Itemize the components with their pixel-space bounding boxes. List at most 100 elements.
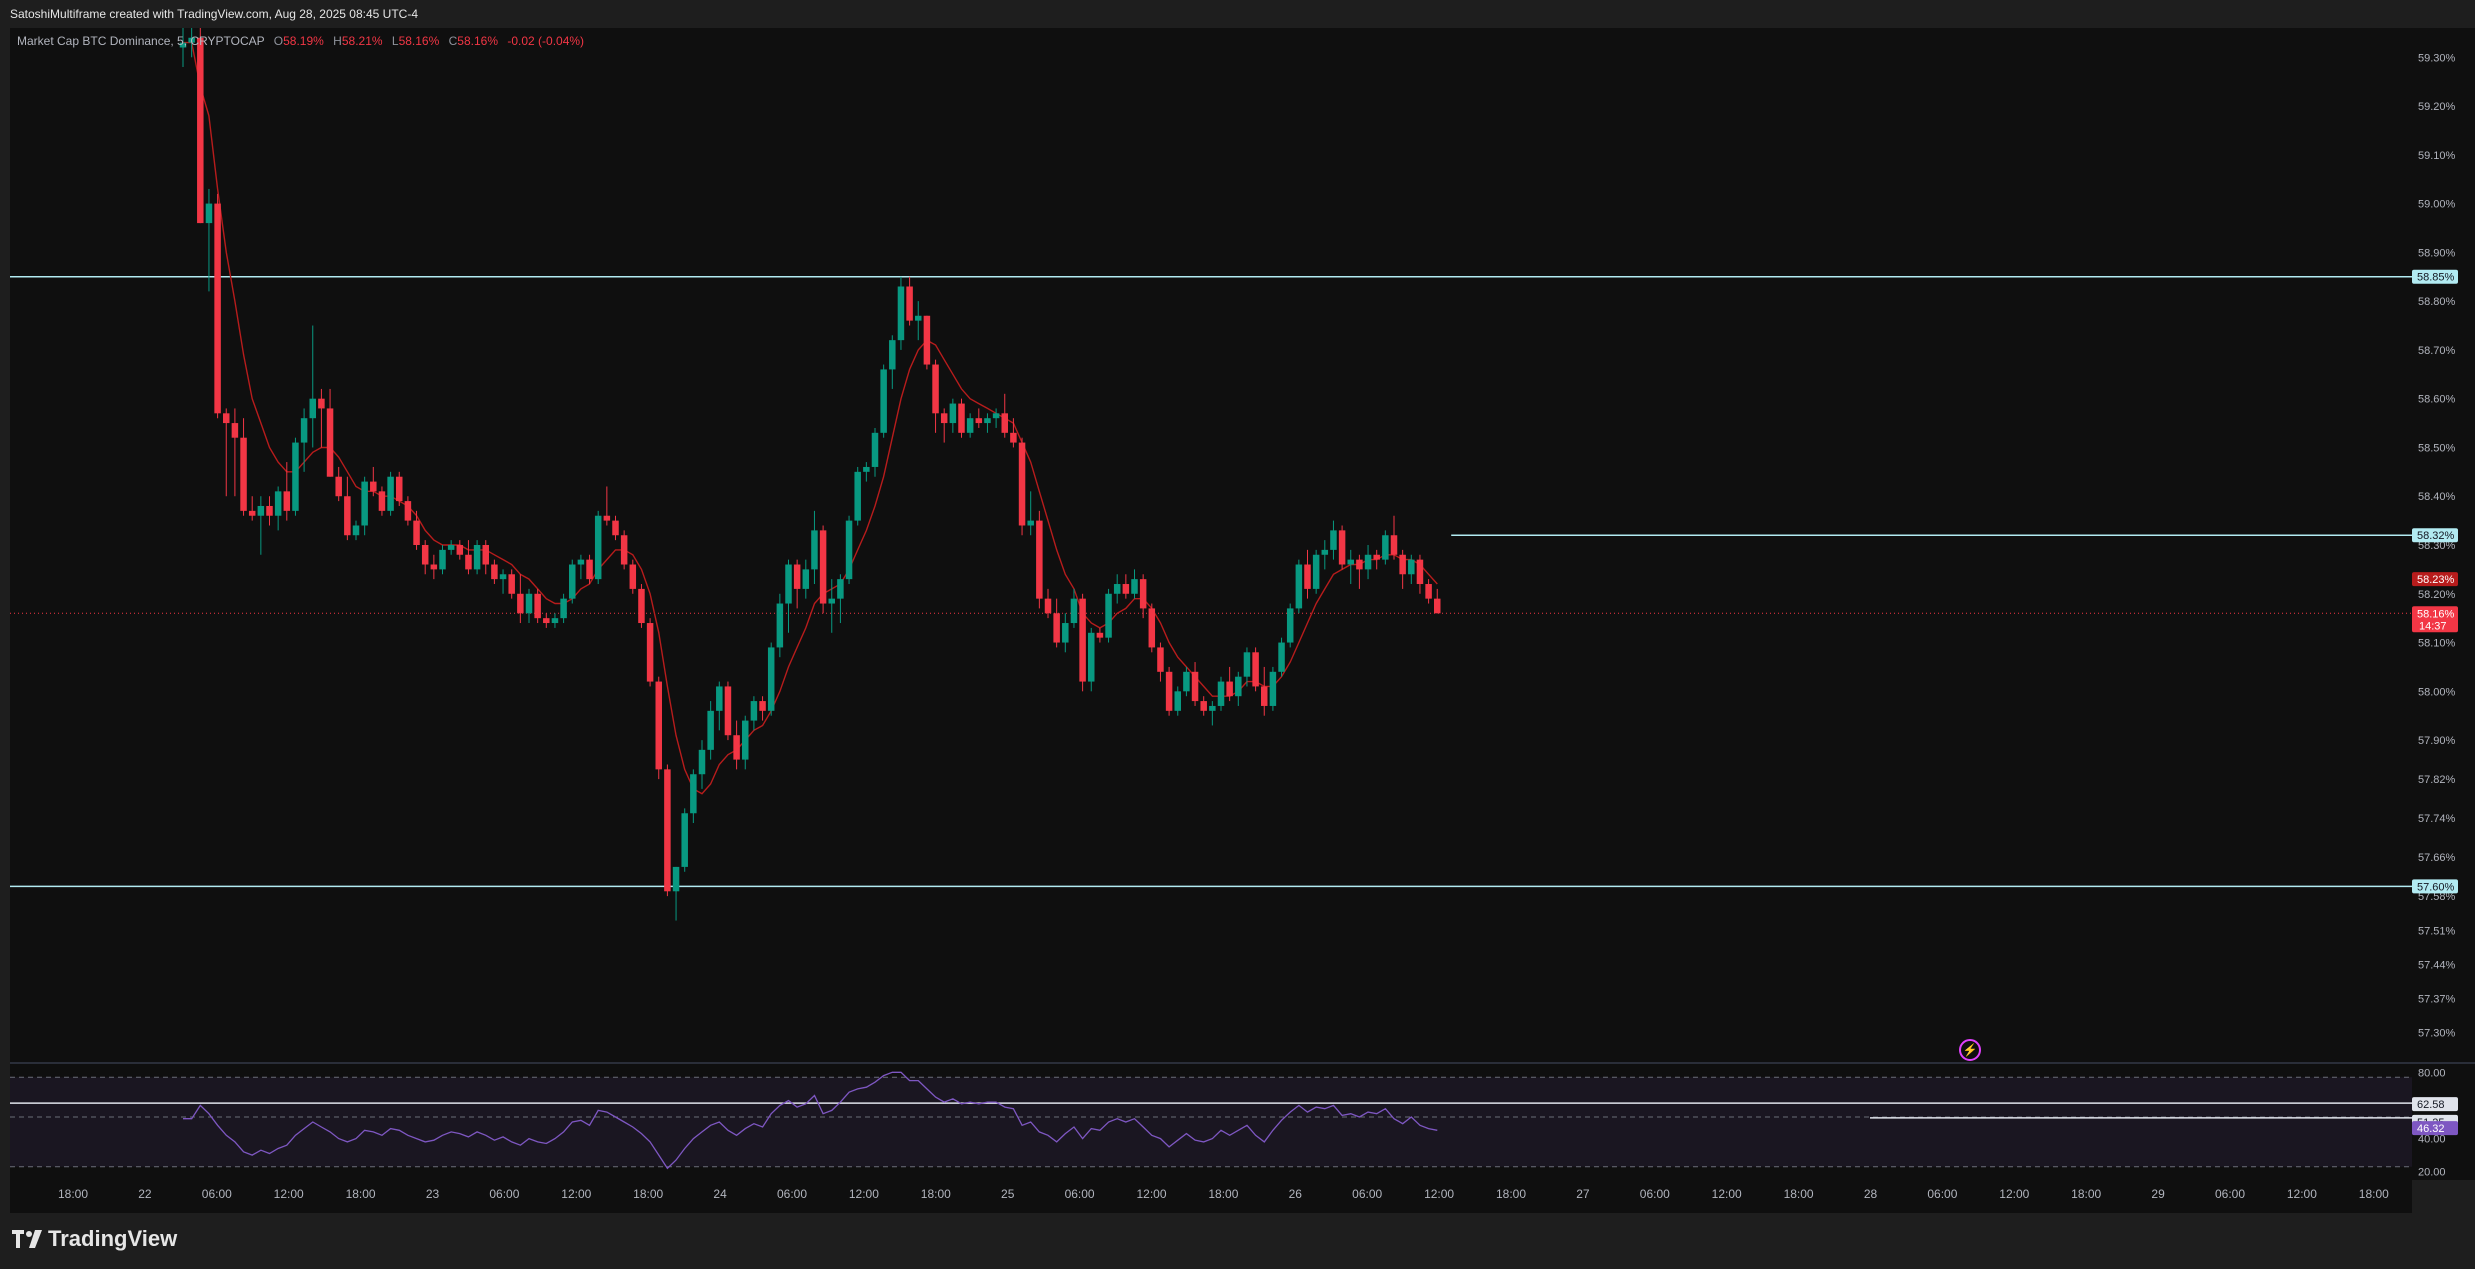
x-tick-label: 06:00 [2215, 1187, 2245, 1201]
candle-body [1304, 564, 1311, 589]
candle-body [966, 418, 974, 433]
y-tick-label: 59.20% [2418, 101, 2456, 113]
tradingview-logo[interactable]: TradingView [12, 1226, 177, 1252]
candle-body [707, 710, 714, 750]
x-tick-label: 28 [1864, 1187, 1878, 1201]
candle-body [863, 466, 870, 472]
candle-body [361, 481, 368, 526]
logo-text: TradingView [48, 1226, 178, 1251]
candle-body [1286, 608, 1294, 643]
candle-body [274, 491, 282, 516]
candle-body [1044, 598, 1052, 614]
candle-body [1356, 559, 1363, 570]
candle-body [906, 286, 913, 321]
candle-body [932, 364, 939, 414]
price-label-box [2412, 606, 2458, 633]
candle-body [231, 423, 239, 438]
chart-canvas[interactable]: 59.30% 59.20% 59.10% 59.00% 58.90% 58.80% 58.7… [0, 0, 2475, 1213]
legend-open-label: O [273, 34, 284, 48]
rsi-value-box [2412, 1097, 2458, 1112]
candle-body [984, 418, 991, 424]
candle-body [1191, 671, 1199, 702]
legend-open: 58.19% [283, 34, 324, 48]
y-tick-label: 57.82% [2418, 774, 2456, 786]
legend-high-label: H [333, 34, 342, 48]
x-tick-label: 06:00 [489, 1187, 519, 1201]
candle-body [283, 491, 291, 511]
rsi-line [183, 1071, 1438, 1170]
y-tick-label: 57.37% [2418, 994, 2456, 1006]
candle-body [1243, 652, 1251, 677]
candle-body [629, 564, 637, 589]
x-tick-label: 29 [2151, 1187, 2165, 1201]
candle-body [767, 647, 775, 711]
candle-body [517, 593, 524, 614]
y-tick-label: 57.51% [2418, 925, 2456, 937]
credit-bar: SatoshiMultiframe created with TradingVi… [0, 0, 2475, 28]
x-tick-label: 18:00 [633, 1187, 663, 1201]
candle-body [1364, 554, 1372, 570]
alert-icon[interactable]: ⚡ [1959, 1039, 1981, 1061]
y-tick-label: 58.40% [2418, 491, 2456, 503]
y-tick-label: 57.30% [2418, 1028, 2456, 1040]
candle-body [257, 505, 265, 516]
y-tick-label: 57.74% [2418, 813, 2456, 825]
candle-body [819, 530, 827, 604]
price-label-box [2412, 572, 2458, 587]
candle-body [577, 559, 585, 565]
price-axis [2412, 28, 2475, 1180]
candle-body [1269, 671, 1277, 706]
candle-body [1200, 701, 1207, 711]
candle-body [1148, 608, 1156, 648]
rsi-band-fill [10, 1077, 2412, 1167]
candle-body [1096, 632, 1104, 638]
y-tick-label: 58.20% [2418, 589, 2456, 601]
candle-body [1408, 559, 1415, 575]
candle-body [897, 286, 905, 341]
candle-body [638, 588, 645, 624]
y-tick-label: 58.70% [2418, 345, 2456, 357]
candle-body [335, 476, 342, 497]
y-tick-label: 57.58% [2418, 891, 2456, 903]
candle-body [1261, 686, 1268, 706]
candle-body [439, 549, 446, 570]
y-tick-label: 58.60% [2418, 394, 2456, 406]
candle-body [430, 564, 438, 570]
candle-body [1295, 564, 1303, 609]
y-tick-label: 57.66% [2418, 852, 2456, 864]
y-tick-label: 59.30% [2418, 52, 2456, 64]
x-tick-label: 23 [426, 1187, 440, 1201]
candle-body [664, 769, 671, 892]
candle-body [975, 418, 983, 424]
y-tick-label: 59.00% [2418, 199, 2456, 211]
candle-body [690, 774, 697, 814]
candle-body [1252, 652, 1259, 687]
candle-body [750, 701, 758, 721]
candle-body [569, 564, 576, 599]
x-tick-label: 06:00 [1065, 1187, 1095, 1201]
candle-body [1321, 549, 1329, 555]
candle-body [1416, 559, 1424, 585]
price-label: 58.32% [2417, 530, 2455, 542]
x-tick-label: 27 [1576, 1187, 1590, 1201]
candle-body [785, 564, 792, 604]
candle-body [594, 515, 602, 580]
x-tick-label: 12:00 [1424, 1187, 1454, 1201]
x-tick-label: 18:00 [1784, 1187, 1814, 1201]
candle-body [1131, 579, 1138, 594]
candle-body [811, 530, 818, 570]
x-tick-label: 12:00 [2287, 1187, 2317, 1201]
legend-close: 58.16% [457, 34, 498, 48]
rsi-tick-label: 20.00 [2418, 1167, 2446, 1179]
time-axis [10, 1180, 2412, 1213]
price-label-box [2412, 879, 2458, 894]
candle-body [205, 203, 213, 224]
candle-body [240, 437, 247, 511]
candle-body [1226, 681, 1233, 697]
x-tick-label: 18:00 [1496, 1187, 1526, 1201]
candle-body [465, 554, 472, 570]
candle-body [889, 340, 896, 370]
candle-body [1157, 647, 1164, 672]
rsi-value-label: 46.32 [2417, 1123, 2445, 1135]
candle-body [1347, 559, 1354, 565]
